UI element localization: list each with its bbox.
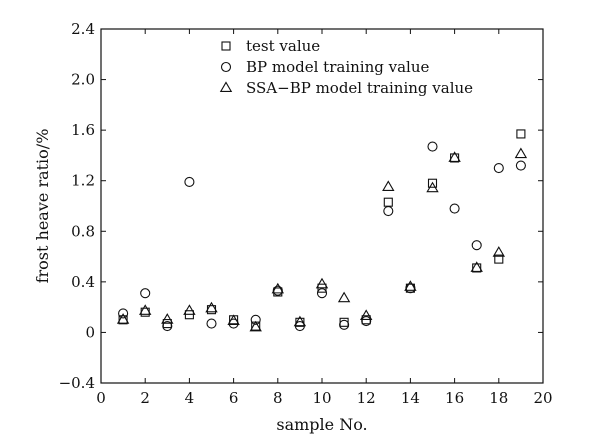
data-point-square bbox=[427, 178, 438, 188]
data-points bbox=[116, 129, 528, 332]
legend-label: SSA−BP model training value bbox=[246, 79, 473, 97]
y-tick-label: 2.0 bbox=[71, 71, 95, 89]
legend-label: test value bbox=[246, 37, 320, 55]
data-point-triangle bbox=[116, 313, 130, 324]
data-point-circle bbox=[383, 206, 394, 217]
data-point-circle bbox=[449, 203, 460, 214]
data-point-circle bbox=[162, 321, 173, 332]
y-axis-title: frost heave ratio/% bbox=[33, 129, 52, 284]
x-tick-label: 6 bbox=[229, 389, 239, 407]
data-point-triangle bbox=[138, 304, 152, 315]
data-point-triangle bbox=[161, 313, 174, 324]
data-point-circle bbox=[250, 314, 261, 325]
data-point-circle bbox=[405, 283, 416, 294]
data-point-triangle bbox=[426, 181, 439, 193]
x-tick-label: 14 bbox=[401, 389, 420, 407]
data-point-triangle bbox=[205, 301, 218, 313]
x-tick-label: 12 bbox=[357, 389, 376, 407]
data-point-triangle bbox=[492, 246, 506, 257]
y-tick-label: 2.4 bbox=[71, 20, 95, 38]
data-point-triangle bbox=[448, 151, 461, 162]
y-tick-label: 1.6 bbox=[71, 121, 95, 139]
data-point-square bbox=[472, 263, 482, 273]
data-point-square bbox=[450, 153, 460, 163]
x-tick-label: 2 bbox=[140, 389, 150, 407]
x-tick-label: 20 bbox=[533, 389, 552, 407]
y-tick-label: −0.4 bbox=[59, 374, 95, 392]
data-point-square bbox=[118, 315, 128, 325]
series-square bbox=[118, 129, 526, 331]
data-point-triangle bbox=[293, 315, 307, 327]
x-tick-label: 8 bbox=[273, 389, 283, 407]
data-point-triangle bbox=[337, 291, 351, 303]
data-point-square bbox=[295, 317, 305, 327]
y-tick-label: 0 bbox=[85, 323, 95, 341]
data-point-circle bbox=[471, 240, 482, 251]
data-point-circle bbox=[316, 288, 328, 299]
data-point-circle bbox=[339, 319, 350, 330]
data-point-circle bbox=[361, 315, 372, 327]
x-tick-label: 18 bbox=[489, 389, 508, 407]
data-point-triangle bbox=[315, 277, 329, 289]
legend: test value BP model training value SSA−BP … bbox=[219, 37, 473, 97]
data-point-square bbox=[516, 129, 526, 139]
x-tick-label: 4 bbox=[185, 389, 195, 407]
data-point-triangle bbox=[249, 320, 262, 332]
data-point-triangle bbox=[382, 180, 395, 192]
legend-label: BP model training value bbox=[246, 58, 429, 76]
data-point-triangle bbox=[404, 280, 417, 291]
data-point-triangle bbox=[359, 309, 373, 320]
data-point-circle bbox=[184, 176, 195, 188]
data-point-square bbox=[339, 317, 349, 327]
axis-ticks bbox=[100, 28, 544, 384]
data-point-square bbox=[383, 197, 393, 207]
data-point-circle bbox=[515, 160, 526, 171]
data-point-circle bbox=[493, 163, 504, 174]
y-tick-label: 0.8 bbox=[71, 222, 95, 240]
data-point-circle bbox=[427, 141, 438, 152]
x-axis-title: sample No. bbox=[276, 415, 367, 434]
y-tick-label: 1.2 bbox=[71, 172, 95, 190]
legend-marker-square bbox=[221, 41, 231, 51]
data-point-triangle bbox=[271, 282, 285, 294]
data-point-circle bbox=[118, 308, 129, 319]
y-tick-label: 0.4 bbox=[71, 273, 95, 291]
data-point-triangle bbox=[470, 261, 483, 272]
data-point-circle bbox=[140, 288, 151, 299]
legend-marker-triangle bbox=[219, 81, 233, 92]
data-point-triangle bbox=[183, 304, 196, 315]
axis-tick-labels: 0 2 4 6 8 10 12 14 16 18 20−0.400.40.81.21.62.02.4 bbox=[59, 20, 553, 407]
data-point-circle bbox=[206, 318, 217, 329]
legend-marker-circle bbox=[220, 61, 232, 73]
data-point-triangle bbox=[227, 314, 240, 326]
x-tick-label: 0 bbox=[96, 389, 106, 407]
data-point-triangle bbox=[514, 147, 528, 159]
data-point-square bbox=[494, 254, 504, 264]
x-tick-label: 16 bbox=[445, 389, 464, 407]
series-triangle bbox=[116, 147, 528, 332]
series-circle bbox=[118, 141, 526, 332]
x-tick-label: 10 bbox=[312, 389, 331, 407]
